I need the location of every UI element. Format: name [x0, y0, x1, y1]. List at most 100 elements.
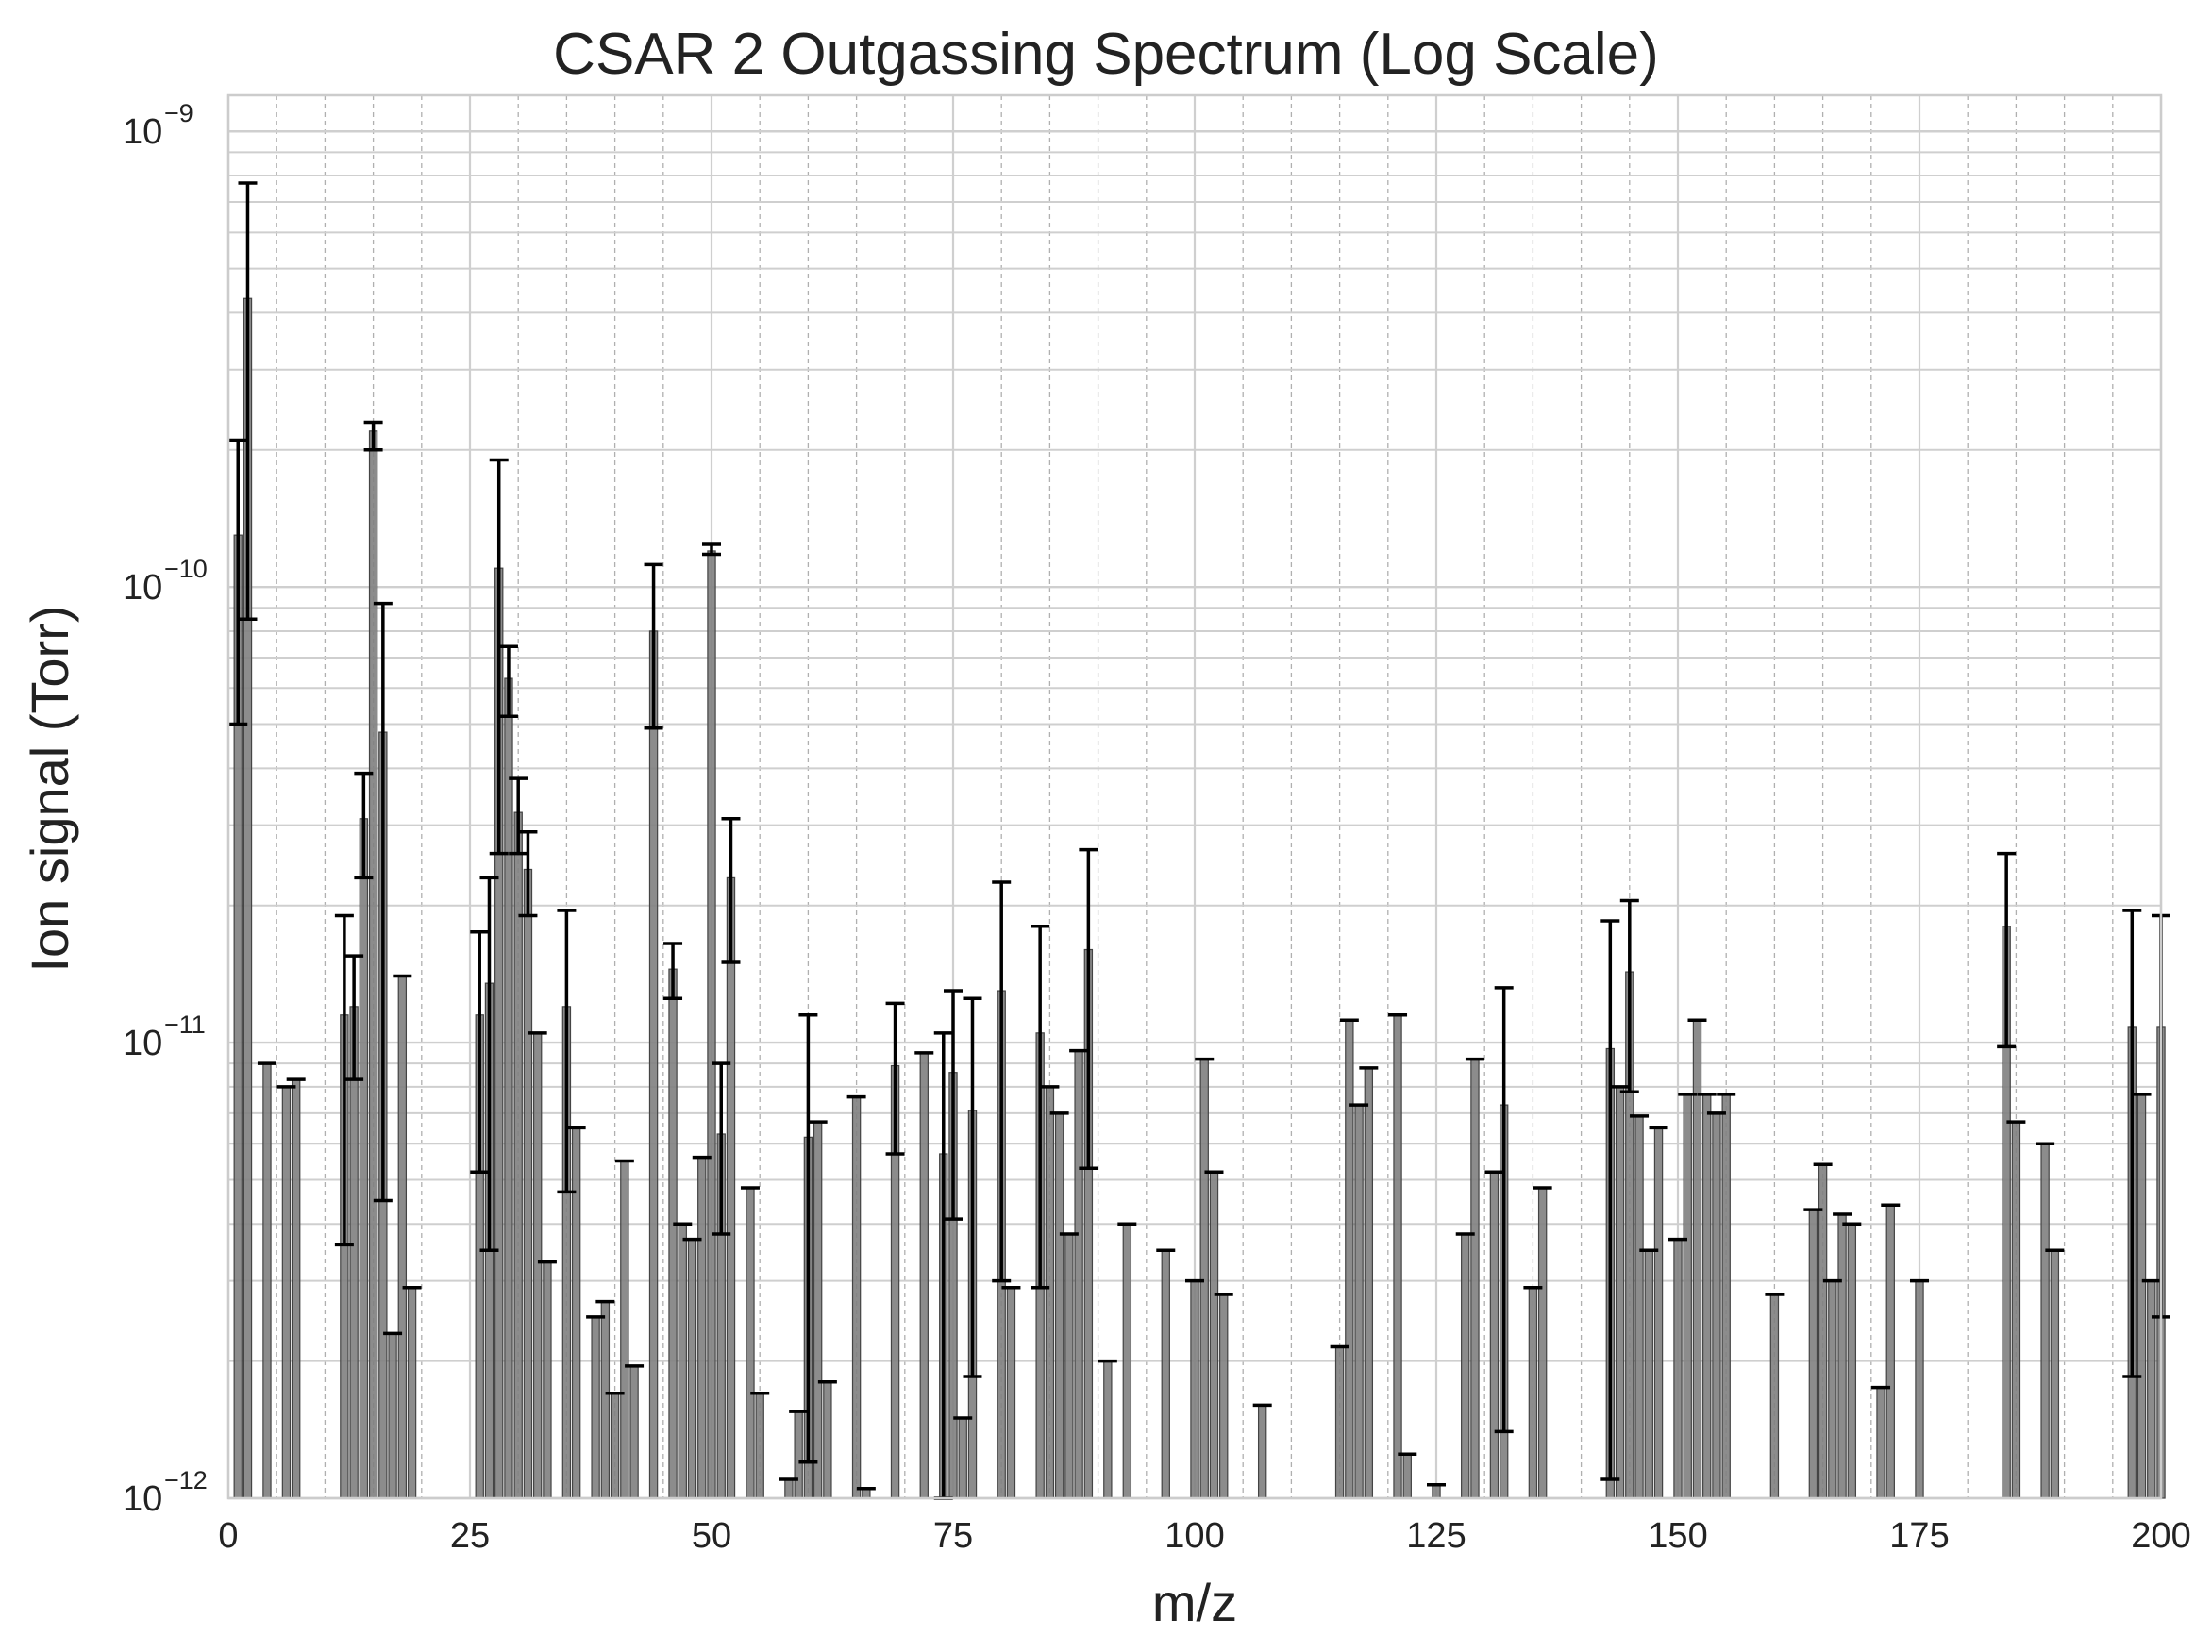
y-tick-exponent: −12 — [164, 1466, 208, 1494]
bar — [291, 1078, 301, 1499]
bar — [281, 1086, 292, 1499]
x-tick-label: 200 — [2131, 1516, 2190, 1556]
bar — [1402, 1453, 1412, 1499]
bar — [1712, 1112, 1721, 1499]
bar — [813, 1121, 823, 1499]
bar — [571, 1126, 581, 1499]
bar — [504, 677, 513, 1499]
bar — [1345, 1019, 1354, 1499]
bar — [678, 1223, 687, 1499]
x-tick-label: 125 — [1406, 1516, 1466, 1556]
bar — [368, 430, 378, 1499]
bar — [1915, 1279, 1924, 1499]
bar — [1045, 1086, 1055, 1499]
bar — [648, 630, 659, 1499]
bar — [1537, 1187, 1548, 1499]
bar — [1837, 1213, 1847, 1499]
bar — [1074, 1050, 1083, 1499]
bar — [610, 1393, 620, 1499]
x-tick-label: 150 — [1648, 1516, 1707, 1556]
bar — [1847, 1223, 1857, 1499]
x-tick-label: 100 — [1165, 1516, 1224, 1556]
bar — [697, 1157, 707, 1499]
bar — [1064, 1233, 1074, 1499]
bar — [1199, 1058, 1209, 1499]
bar — [1489, 1171, 1500, 1499]
bar — [668, 968, 678, 1499]
bar — [1769, 1293, 1780, 1499]
bar — [407, 1287, 417, 1499]
x-tick-label: 0 — [218, 1516, 238, 1556]
bar — [1209, 1171, 1219, 1499]
bar — [1818, 1163, 1828, 1499]
bar — [1828, 1279, 1837, 1499]
bar — [1432, 1484, 1441, 1499]
bar — [851, 1096, 862, 1499]
bar — [1644, 1249, 1653, 1499]
bar — [2011, 1121, 2021, 1499]
bar — [359, 818, 369, 1499]
x-tick-label: 50 — [692, 1516, 731, 1556]
bar — [1702, 1093, 1712, 1499]
bar — [2050, 1249, 2060, 1499]
bar — [1364, 1067, 1374, 1499]
y-tick-label: 10 — [123, 1479, 162, 1519]
bar — [1634, 1115, 1644, 1499]
bar — [687, 1239, 697, 1499]
bar — [591, 1316, 600, 1499]
bar — [1885, 1204, 1895, 1499]
bar — [1190, 1279, 1199, 1499]
bar — [1876, 1387, 1885, 1499]
bar — [543, 1260, 552, 1499]
y-axis-label: Ion signal (Torr) — [20, 605, 79, 972]
bar — [1470, 1058, 1480, 1499]
x-tick-label: 75 — [933, 1516, 973, 1556]
bar — [1122, 1223, 1132, 1499]
x-axis-label: m/z — [1152, 1573, 1237, 1632]
bar — [2137, 1093, 2147, 1499]
bar — [1257, 1404, 1267, 1499]
bar — [726, 876, 736, 1499]
y-tick-label: 10 — [123, 1024, 162, 1063]
bar — [388, 1332, 397, 1499]
bar — [1054, 1112, 1064, 1499]
bar — [397, 975, 408, 1499]
bar — [1615, 1086, 1625, 1499]
bar — [1354, 1104, 1364, 1499]
chart-title: CSAR 2 Outgassing Spectrum (Log Scale) — [553, 22, 1659, 87]
bar — [755, 1393, 764, 1499]
bar — [2040, 1143, 2050, 1499]
y-tick-exponent: −11 — [164, 1010, 206, 1039]
bar — [1103, 1360, 1113, 1499]
bar — [919, 1052, 929, 1499]
bar — [1683, 1093, 1692, 1499]
bar — [620, 1160, 629, 1499]
x-tick-label: 175 — [1889, 1516, 1949, 1556]
bar — [1219, 1293, 1229, 1499]
y-tick-label: 10 — [123, 112, 162, 152]
bar — [523, 868, 533, 1499]
bar — [1808, 1209, 1818, 1499]
bar — [1161, 1249, 1170, 1499]
x-tick-label: 25 — [450, 1516, 490, 1556]
bar — [746, 1187, 755, 1499]
bar — [1653, 1126, 1664, 1499]
bar — [1528, 1287, 1538, 1499]
plot-frame — [226, 93, 2163, 1500]
bar — [532, 1032, 543, 1499]
y-tick-exponent: −10 — [164, 555, 208, 583]
bar — [1673, 1239, 1683, 1499]
bar — [1461, 1233, 1470, 1499]
bar — [600, 1301, 611, 1499]
bar-layer — [233, 297, 2166, 1499]
bar — [1692, 1019, 1702, 1499]
bar — [629, 1365, 639, 1499]
bar — [707, 550, 716, 1499]
bar — [2147, 1279, 2156, 1499]
bar — [1393, 1014, 1402, 1499]
bar — [1006, 1287, 1016, 1499]
bar — [823, 1381, 832, 1499]
